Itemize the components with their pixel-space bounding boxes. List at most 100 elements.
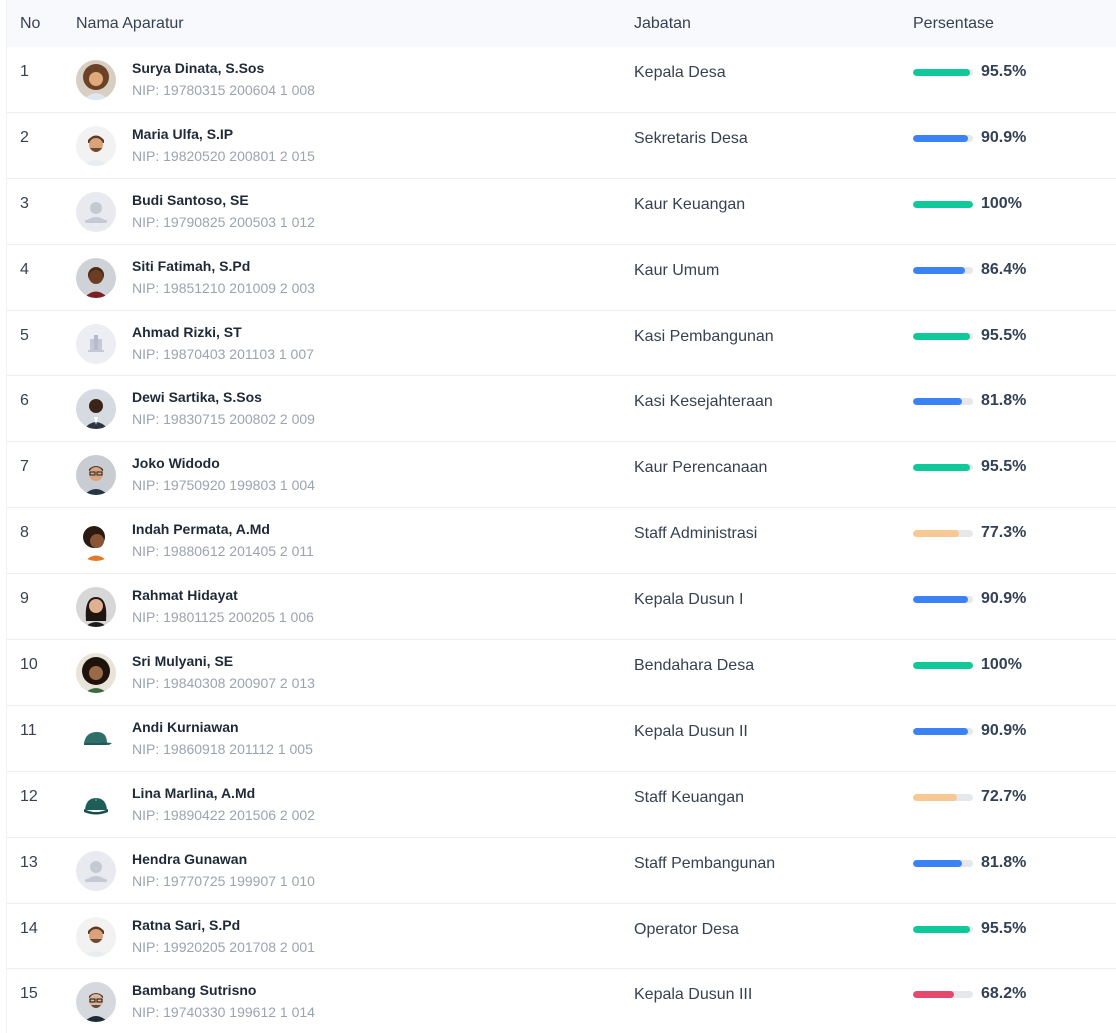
progress-bar-fill (913, 859, 963, 867)
staff-name: Joko Widodo (132, 455, 220, 472)
staff-name: Maria Ulfa, S.IP (132, 125, 234, 142)
progress-bar (913, 859, 973, 867)
staff-position: Staff Administrasi (634, 525, 758, 543)
row-number: 3 (20, 194, 29, 212)
table-row[interactable]: 6 Dewi Sartika, S.Sos NIP: 19830715 200802… (7, 376, 1116, 443)
row-number: 6 (20, 392, 29, 410)
table-header: No Nama Aparatur Jabatan Persentase (7, 0, 1116, 47)
percentage-value: 68.2% (981, 985, 1027, 1003)
row-number: 5 (20, 326, 29, 344)
staff-nip: NIP: 19801125 200205 1 006 (132, 609, 314, 626)
avatar (76, 389, 116, 430)
percentage-value: 90.9% (981, 721, 1027, 739)
table-row[interactable]: 14 Ratna Sari, S.Pd NIP: 19920205 201708 2… (7, 904, 1116, 970)
staff-position: Kaur Keuangan (634, 195, 746, 213)
table-row[interactable]: 10 Sri Mulyani, SE NIP: 19840308 200907 2 … (7, 640, 1116, 706)
percentage-value: 72.7% (981, 787, 1027, 805)
avatar (76, 521, 116, 562)
avatar (76, 982, 116, 1023)
percentage-value: 95.5% (981, 63, 1027, 80)
staff-nip: NIP: 19740330 199612 1 014 (132, 1004, 315, 1021)
percentage-value: 95.5% (981, 919, 1027, 937)
staff-position: Operator Desa (634, 920, 739, 938)
progress-bar-fill (913, 727, 968, 735)
progress-bar-fill (913, 925, 971, 933)
row-number: 12 (20, 787, 38, 805)
staff-nip: NIP: 19920205 201708 2 001 (132, 938, 315, 955)
progress-bar (913, 398, 973, 406)
staff-name: Budi Santoso, SE (132, 191, 249, 208)
header-name[interactable]: Nama Aparatur (76, 15, 184, 32)
avatar (76, 653, 116, 694)
row-number: 4 (20, 260, 29, 278)
staff-name: Ratna Sari, S.Pd (132, 916, 241, 933)
header-position[interactable]: Jabatan (634, 15, 691, 32)
progress-bar (913, 925, 973, 933)
avatar (76, 718, 116, 759)
table-row[interactable]: 11 Andi Kurniawan NIP: 19860918 201112 1 0… (7, 706, 1116, 772)
avatar (76, 60, 116, 100)
staff-name: Bambang Sutrisno (132, 982, 257, 999)
progress-bar (913, 793, 973, 801)
staff-name: Siti Fatimah, S.Pd (132, 257, 251, 274)
row-number: 10 (20, 656, 38, 674)
percentage-value: 95.5% (981, 458, 1027, 476)
staff-name: Andi Kurniawan (132, 718, 239, 735)
table-row[interactable]: 2 Maria Ulfa, S.IP NIP: 19820520 200801 2 … (7, 113, 1116, 179)
progress-bar (913, 266, 973, 274)
table-row[interactable]: 3 Budi Santoso, SE NIP: 19790825 200503 1 … (7, 179, 1116, 245)
progress-bar-fill (913, 793, 957, 801)
table-row[interactable]: 12 Lina Marlina, A.Md NIP: 19890422 201506… (7, 772, 1116, 838)
row-number: 7 (20, 458, 29, 476)
header-no[interactable]: No (20, 15, 41, 32)
staff-name: Dewi Sartika, S.Sos (132, 389, 262, 406)
staff-nip: NIP: 19820520 200801 2 015 (132, 147, 315, 164)
progress-bar-fill (913, 596, 968, 604)
row-number: 11 (20, 721, 37, 739)
table-row[interactable]: 5 Ahmad Rizki, ST NIP: 19870403 201103 1 0… (7, 311, 1116, 377)
staff-nip: NIP: 19790825 200503 1 012 (132, 213, 315, 230)
table-row[interactable]: 13 Hendra Gunawan NIP: 19770725 199907 1 0… (7, 838, 1116, 904)
header-percentage[interactable]: Persentase (913, 15, 994, 32)
row-number: 13 (20, 853, 38, 871)
avatar (76, 850, 116, 891)
progress-bar (913, 69, 973, 76)
avatar (76, 257, 116, 298)
staff-nip: NIP: 19780315 200604 1 008 (132, 82, 315, 98)
progress-bar-fill (913, 991, 954, 999)
staff-position: Kepala Desa (634, 64, 726, 81)
row-number: 14 (20, 919, 38, 937)
row-number: 15 (20, 985, 38, 1003)
staff-position: Staff Keuangan (634, 788, 745, 806)
table-row[interactable]: 9 Rahmat Hidayat NIP: 19801125 200205 1 00… (7, 574, 1116, 641)
row-number: 2 (20, 128, 29, 146)
avatar (76, 125, 116, 166)
table-row[interactable]: 4 Siti Fatimah, S.Pd NIP: 19851210 201009 … (7, 245, 1116, 311)
percentage-value: 81.8% (981, 853, 1027, 871)
table-row[interactable]: 1 Surya Dinata, S.Sos NIP: 19780315 200604… (7, 47, 1116, 113)
progress-bar-fill (913, 69, 971, 76)
staff-nip: NIP: 19770725 199907 1 010 (132, 872, 315, 889)
staff-name: Lina Marlina, A.Md (132, 784, 256, 801)
percentage-value: 81.8% (981, 392, 1027, 410)
progress-bar (913, 134, 973, 142)
progress-bar (913, 200, 973, 208)
table-row[interactable]: 15 Bambang Sutrisno NIP: 19740330 199612 1… (7, 969, 1116, 1033)
staff-position: Sekretaris Desa (634, 129, 748, 147)
staff-nip: NIP: 19830715 200802 2 009 (132, 411, 315, 428)
table-row[interactable]: 8 Indah Permata, A.Md NIP: 19880612 201405… (7, 508, 1116, 575)
avatar (76, 191, 116, 232)
progress-bar (913, 662, 973, 670)
percentage-value: 77.3% (981, 524, 1027, 542)
staff-nip: NIP: 19840308 200907 2 013 (132, 675, 315, 692)
staff-position: Kepala Dusun III (634, 986, 753, 1004)
avatar (76, 323, 116, 364)
percentage-value: 100% (981, 656, 1022, 674)
staff-position: Kasi Pembangunan (634, 327, 774, 345)
staff-name: Ahmad Rizki, ST (132, 323, 242, 340)
staff-name: Sri Mulyani, SE (132, 653, 234, 670)
table-row[interactable]: 7 Joko Widodo NIP: 19750920 199803 1 004 Ka… (7, 442, 1116, 509)
progress-bar-fill (913, 332, 971, 340)
staff-position: Kasi Kesejahteraan (634, 393, 773, 411)
